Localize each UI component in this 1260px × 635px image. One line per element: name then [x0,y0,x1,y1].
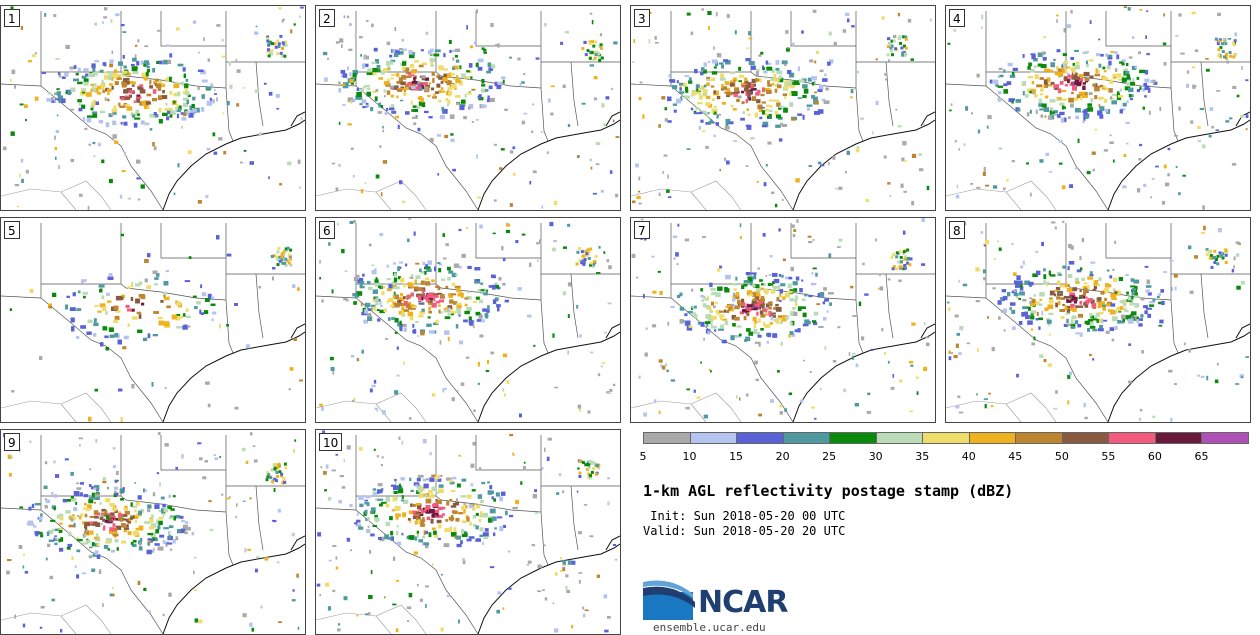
init-time: Init: Sun 2018-05-20 00 UTC [643,509,846,523]
stamp-panel-1: 1 [0,5,306,211]
member-label: 5 [4,221,20,239]
colorbar-tick-label: 65 [1194,450,1209,463]
reflectivity-map [946,6,1250,210]
stamp-panel-9: 9 [0,429,306,635]
logo-wordmark: NCAR [698,585,788,620]
stamp-panel-2: 2 [315,5,621,211]
member-label: 4 [949,9,965,27]
colorbar-tick-label: 15 [729,450,744,463]
colorbar-bin [968,432,1017,444]
colorbar-bin [782,432,831,444]
colorbar-bin [1154,432,1203,444]
colorbar-bin [1015,432,1063,444]
stamp-panel-3: 3 [630,5,936,211]
colorbar-tick-label: 20 [775,450,790,463]
colorbar-bin [689,432,738,444]
reflectivity-map [631,8,935,210]
member-label: 9 [4,433,20,451]
colorbar-bin [922,432,970,444]
colorbar-bin [829,432,877,444]
colorbar: 5 10 15 20 25 30 35 40 45 50 55 60 65 [639,432,1249,467]
member-label: 2 [319,9,335,27]
colorbar-tick-label: 30 [868,450,883,463]
stamp-panel-8: 8 [945,217,1251,423]
stamp-panel-10: 10 [315,429,621,635]
colorbar-tick-label: 55 [1101,450,1116,463]
member-label: 6 [319,221,335,239]
stamp-panel-7: 7 [630,217,936,423]
colorbar-tick-label: 5 [639,450,647,463]
colorbar-bin [875,432,924,444]
reflectivity-map [1,6,305,210]
reflectivity-map [316,430,620,634]
colorbar-tick-label: 35 [915,450,930,463]
valid-time: Valid: Sun 2018-05-20 20 UTC [643,524,846,538]
reflectivity-map [946,220,1250,422]
colorbar-bin [1201,432,1249,444]
member-label: 3 [634,9,650,27]
colorbar-tick-label: 60 [1147,450,1162,463]
member-label: 1 [4,9,20,27]
stamp-panel-4: 4 [945,5,1251,211]
member-label: 10 [319,433,343,451]
ncar-logo-icon [643,580,695,620]
stamp-panel-6: 6 [315,217,621,423]
member-label: 8 [949,221,965,239]
colorbar-tick-label: 50 [1054,450,1069,463]
colorbar-tick-label: 10 [682,450,697,463]
colorbar-tick-label: 45 [1008,450,1023,463]
reflectivity-map [316,218,620,422]
stamp-panel-5: 5 [0,217,306,423]
colorbar-tick-label: 40 [961,450,976,463]
reflectivity-map [316,9,620,210]
reflectivity-map [1,432,305,634]
colorbar-bin [1108,432,1156,444]
figure-title: 1-km AGL reflectivity postage stamp (dBZ… [643,482,1014,500]
site-url: ensemble.ucar.edu [653,621,766,634]
reflectivity-map [631,218,935,422]
colorbar-bin [736,432,784,444]
colorbar-bin [643,432,691,444]
colorbar-tick-label: 25 [822,450,837,463]
colorbar-bin [1061,432,1110,444]
reflectivity-map [1,223,305,422]
member-label: 7 [634,221,650,239]
